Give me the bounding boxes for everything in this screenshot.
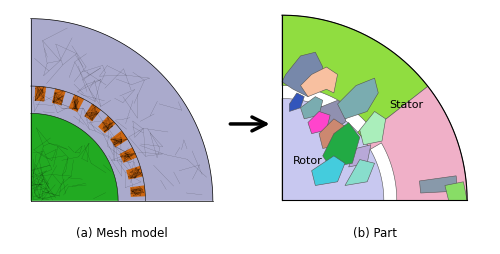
Polygon shape [319,119,345,149]
Text: Stator: Stator [390,100,424,110]
Polygon shape [316,101,348,131]
Polygon shape [345,160,374,186]
Polygon shape [282,16,467,200]
Polygon shape [130,186,146,197]
Polygon shape [282,16,428,138]
Polygon shape [322,123,360,167]
Polygon shape [290,93,304,112]
Polygon shape [84,104,101,122]
Polygon shape [30,20,213,201]
Polygon shape [282,53,323,97]
Polygon shape [445,182,467,200]
Polygon shape [348,145,371,167]
Polygon shape [338,79,378,119]
Polygon shape [126,166,143,180]
Polygon shape [68,95,84,113]
Polygon shape [282,99,384,200]
Polygon shape [420,176,458,193]
Text: Rotor: Rotor [293,155,323,165]
Polygon shape [312,156,345,186]
Polygon shape [30,87,146,201]
Polygon shape [110,131,128,148]
Text: (b) Part: (b) Part [352,226,397,239]
Polygon shape [30,114,118,201]
Text: (a) Mesh model: (a) Mesh model [76,226,168,239]
Polygon shape [34,87,46,102]
Polygon shape [98,116,116,134]
Polygon shape [300,97,322,119]
Polygon shape [300,68,338,97]
Polygon shape [120,148,137,163]
Polygon shape [52,89,66,106]
Polygon shape [308,112,330,134]
Polygon shape [282,87,467,200]
Polygon shape [360,112,386,145]
